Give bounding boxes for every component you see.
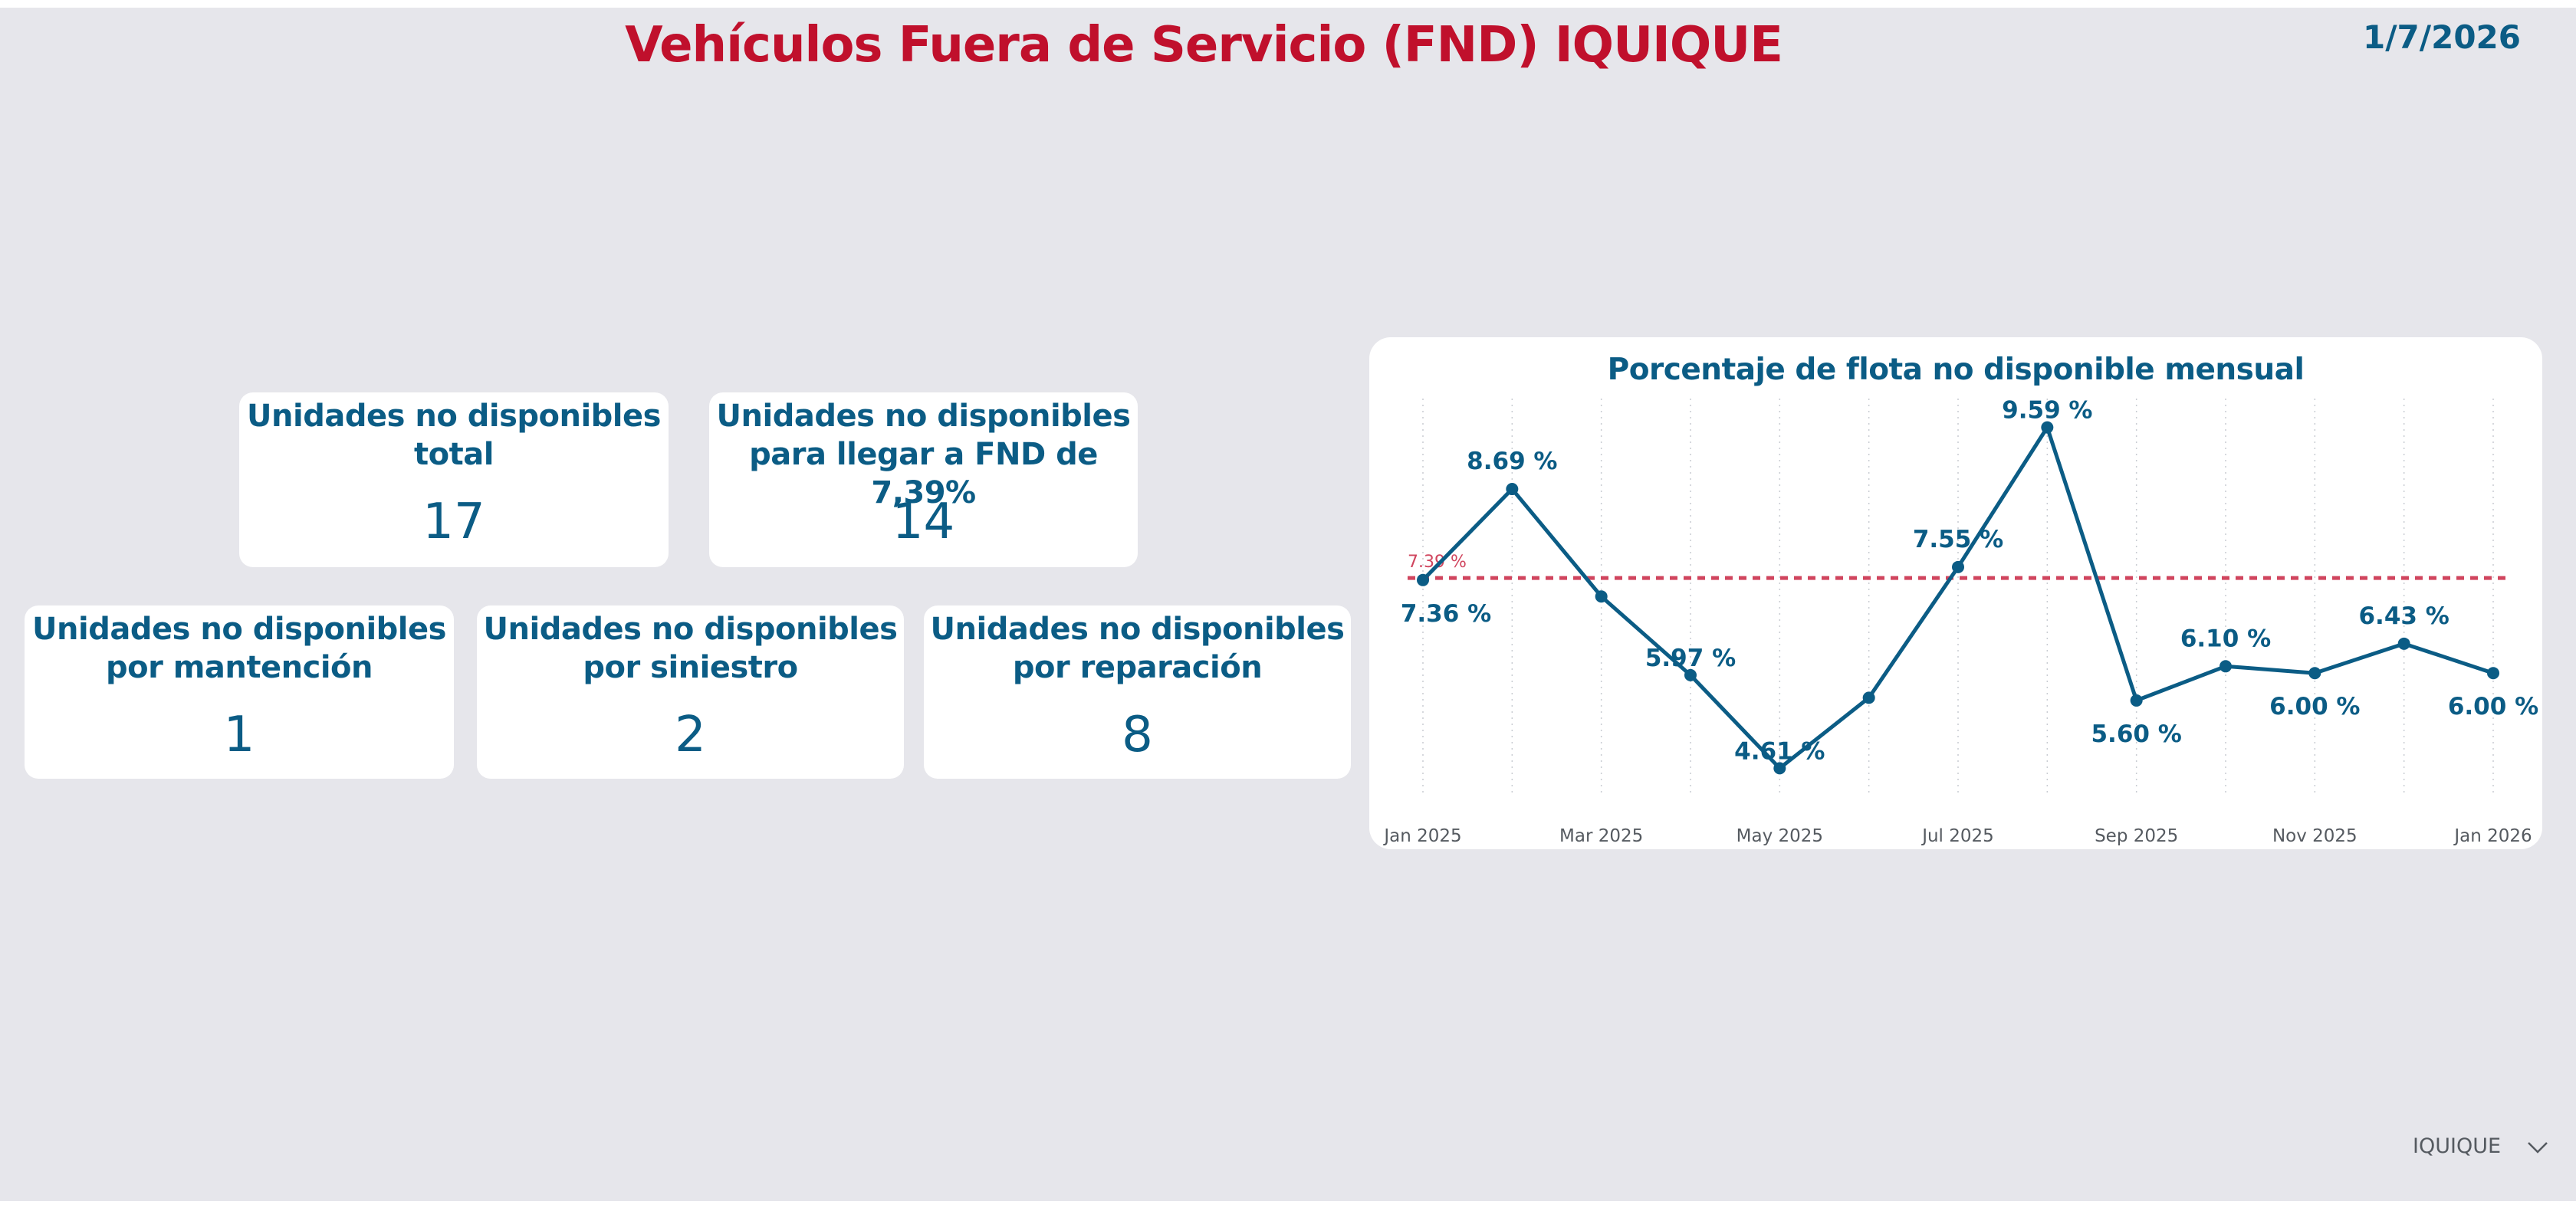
data-point [1952, 560, 1964, 573]
kpi-value: 8 [1122, 707, 1153, 763]
chart-title: Porcentaje de flota no disponible mensua… [1607, 353, 2305, 387]
kpi-label: Unidades no disponibles por siniestro [483, 612, 898, 685]
kpi-value: 2 [675, 707, 706, 763]
kpi-label: Unidades no disponibles para llegar a FN… [716, 399, 1131, 510]
report-date: 1/7/2026 [2362, 18, 2521, 56]
page-title: Vehículos Fuera de Servicio (FND) IQUIQU… [625, 17, 1783, 74]
data-label: 7.36 % [1401, 600, 1491, 628]
kpi-label: Unidades no disponibles por mantención [32, 612, 446, 685]
kpi-card-siniestro[interactable]: Unidades no disponibles por siniestro 2 [477, 606, 904, 779]
x-tick-label: Jan 2026 [2453, 826, 2532, 846]
data-label: 8.69 % [1467, 448, 1557, 475]
data-point [1773, 762, 1786, 775]
line-chart: 7.39 % 7.36 % 8.69 % 5.97 % 4.61 % 7.55 % 9.59… [1382, 397, 2538, 846]
data-point [2041, 421, 2054, 434]
kpi-card-fnd-target[interactable]: Unidades no disponibles para llegar a FN… [709, 392, 1138, 567]
data-point [2397, 637, 2410, 650]
x-tick-label: Nov 2025 [2272, 826, 2358, 846]
slicer-value: IQUIQUE [2413, 1134, 2502, 1158]
data-label: 6.00 % [2269, 693, 2360, 720]
chevron-down-icon[interactable] [2527, 1139, 2548, 1159]
kpi-card-reparacion[interactable]: Unidades no disponibles por reparación 8 [924, 606, 1351, 779]
data-label: 4.61 % [1734, 737, 1825, 765]
data-label: 7.55 % [1913, 526, 2003, 553]
data-point [1506, 483, 1519, 496]
data-label: 6.43 % [2358, 602, 2449, 630]
data-label: 5.97 % [1645, 645, 1736, 672]
x-tick-label: Mar 2025 [1559, 826, 1643, 846]
kpi-value: 14 [892, 494, 955, 550]
kpi-card-total[interactable]: Unidades no disponibles total 17 [239, 392, 669, 567]
kpi-card-mantencion[interactable]: Unidades no disponibles por mantención 1 [25, 606, 454, 779]
data-label: 6.10 % [2180, 625, 2271, 652]
x-tick-label: May 2025 [1737, 826, 1823, 846]
kpi-label: Unidades no disponibles total [247, 399, 661, 472]
data-point [1417, 573, 1429, 586]
chart-card[interactable]: Porcentaje de flota no disponible mensua… [1369, 337, 2542, 849]
kpi-label: Unidades no disponibles por reparación [930, 612, 1345, 685]
data-point [1862, 691, 1875, 704]
data-point [2487, 667, 2499, 680]
data-point [1684, 668, 1697, 681]
kpi-value: 17 [422, 494, 485, 550]
data-label: 9.59 % [2002, 397, 2092, 425]
x-tick-label: Jul 2025 [1921, 826, 1994, 846]
data-point [1595, 590, 1608, 603]
x-tick-label: Sep 2025 [2095, 826, 2178, 846]
data-label: 6.00 % [2448, 693, 2538, 720]
data-point [2308, 667, 2321, 680]
data-label: 5.60 % [2091, 720, 2181, 748]
location-slicer[interactable]: IQUIQUE [2407, 1131, 2553, 1167]
x-tick-label: Jan 2025 [1382, 826, 1461, 846]
reference-line-label: 7.39 % [1408, 553, 1467, 572]
data-point [2220, 660, 2232, 673]
kpi-value: 1 [223, 707, 255, 763]
data-point [2130, 694, 2143, 707]
